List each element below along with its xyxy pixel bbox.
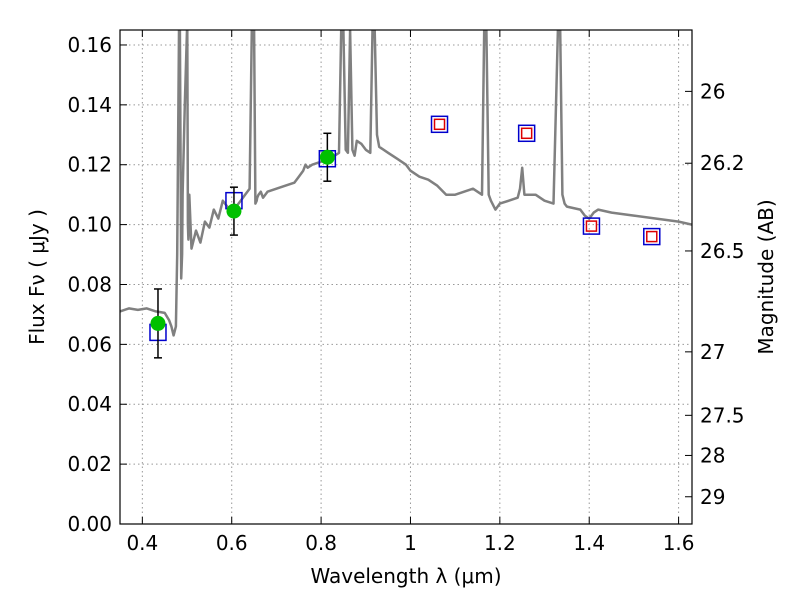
plot-area xyxy=(120,30,692,359)
right-tick-label: 29 xyxy=(700,485,725,509)
right-tick-label: 28 xyxy=(700,443,725,467)
y-tick-label: 0.14 xyxy=(67,93,112,117)
x-tick-label: 0.8 xyxy=(305,531,337,555)
model-photometry-square xyxy=(582,217,601,235)
y-tick-label: 0.16 xyxy=(67,33,112,57)
x-tick-label: 1 xyxy=(404,531,417,555)
x-tick-label: 1.6 xyxy=(663,531,695,555)
x-axis-label: Wavelength λ (μm) xyxy=(310,564,501,588)
y-axis-right-label: Magnitude (AB) xyxy=(754,199,778,354)
predicted-photometry-square xyxy=(646,230,658,243)
y-tick-label: 0.08 xyxy=(67,272,112,296)
plot-frame xyxy=(119,29,693,525)
axis-ticks: 0.4 0.6 0.8 1 1.2 1.4 1.6 0.00 0.02 0.04 0.06 0.08 0… xyxy=(67,30,745,555)
y-tick-label: 0.10 xyxy=(67,213,112,237)
observed-point xyxy=(150,315,166,331)
right-tick-label: 26.2 xyxy=(700,151,745,175)
y-tick-label: 0.12 xyxy=(67,153,112,177)
right-tick-label: 27 xyxy=(700,340,725,364)
observed-point xyxy=(319,149,335,165)
x-tick-label: 1.2 xyxy=(484,531,516,555)
y-tick-label: 0.06 xyxy=(67,332,112,356)
model-photometry-square xyxy=(517,124,536,143)
model-spectrum-line xyxy=(120,30,692,337)
predicted-photometry-square xyxy=(585,220,598,232)
y-tick-label: 0.02 xyxy=(67,452,112,476)
x-tick-label: 0.4 xyxy=(126,531,158,555)
x-tick-label: 1.4 xyxy=(573,531,605,555)
x-tick-label: 0.6 xyxy=(216,531,248,555)
right-tick-label: 27.5 xyxy=(700,403,745,427)
y-axis-label: Flux Fν ( μJy ) xyxy=(25,209,49,345)
model-photometry-square xyxy=(643,227,661,246)
y-tick-label: 0.00 xyxy=(67,512,112,536)
y-tick-label: 0.04 xyxy=(67,392,112,416)
right-tick-label: 26 xyxy=(700,79,725,103)
predicted-photometry-square xyxy=(520,127,533,140)
predicted-photometry-square xyxy=(433,118,446,131)
observed-point xyxy=(226,203,242,219)
model-photometry-square xyxy=(430,115,449,134)
right-tick-label: 26.5 xyxy=(700,239,745,263)
